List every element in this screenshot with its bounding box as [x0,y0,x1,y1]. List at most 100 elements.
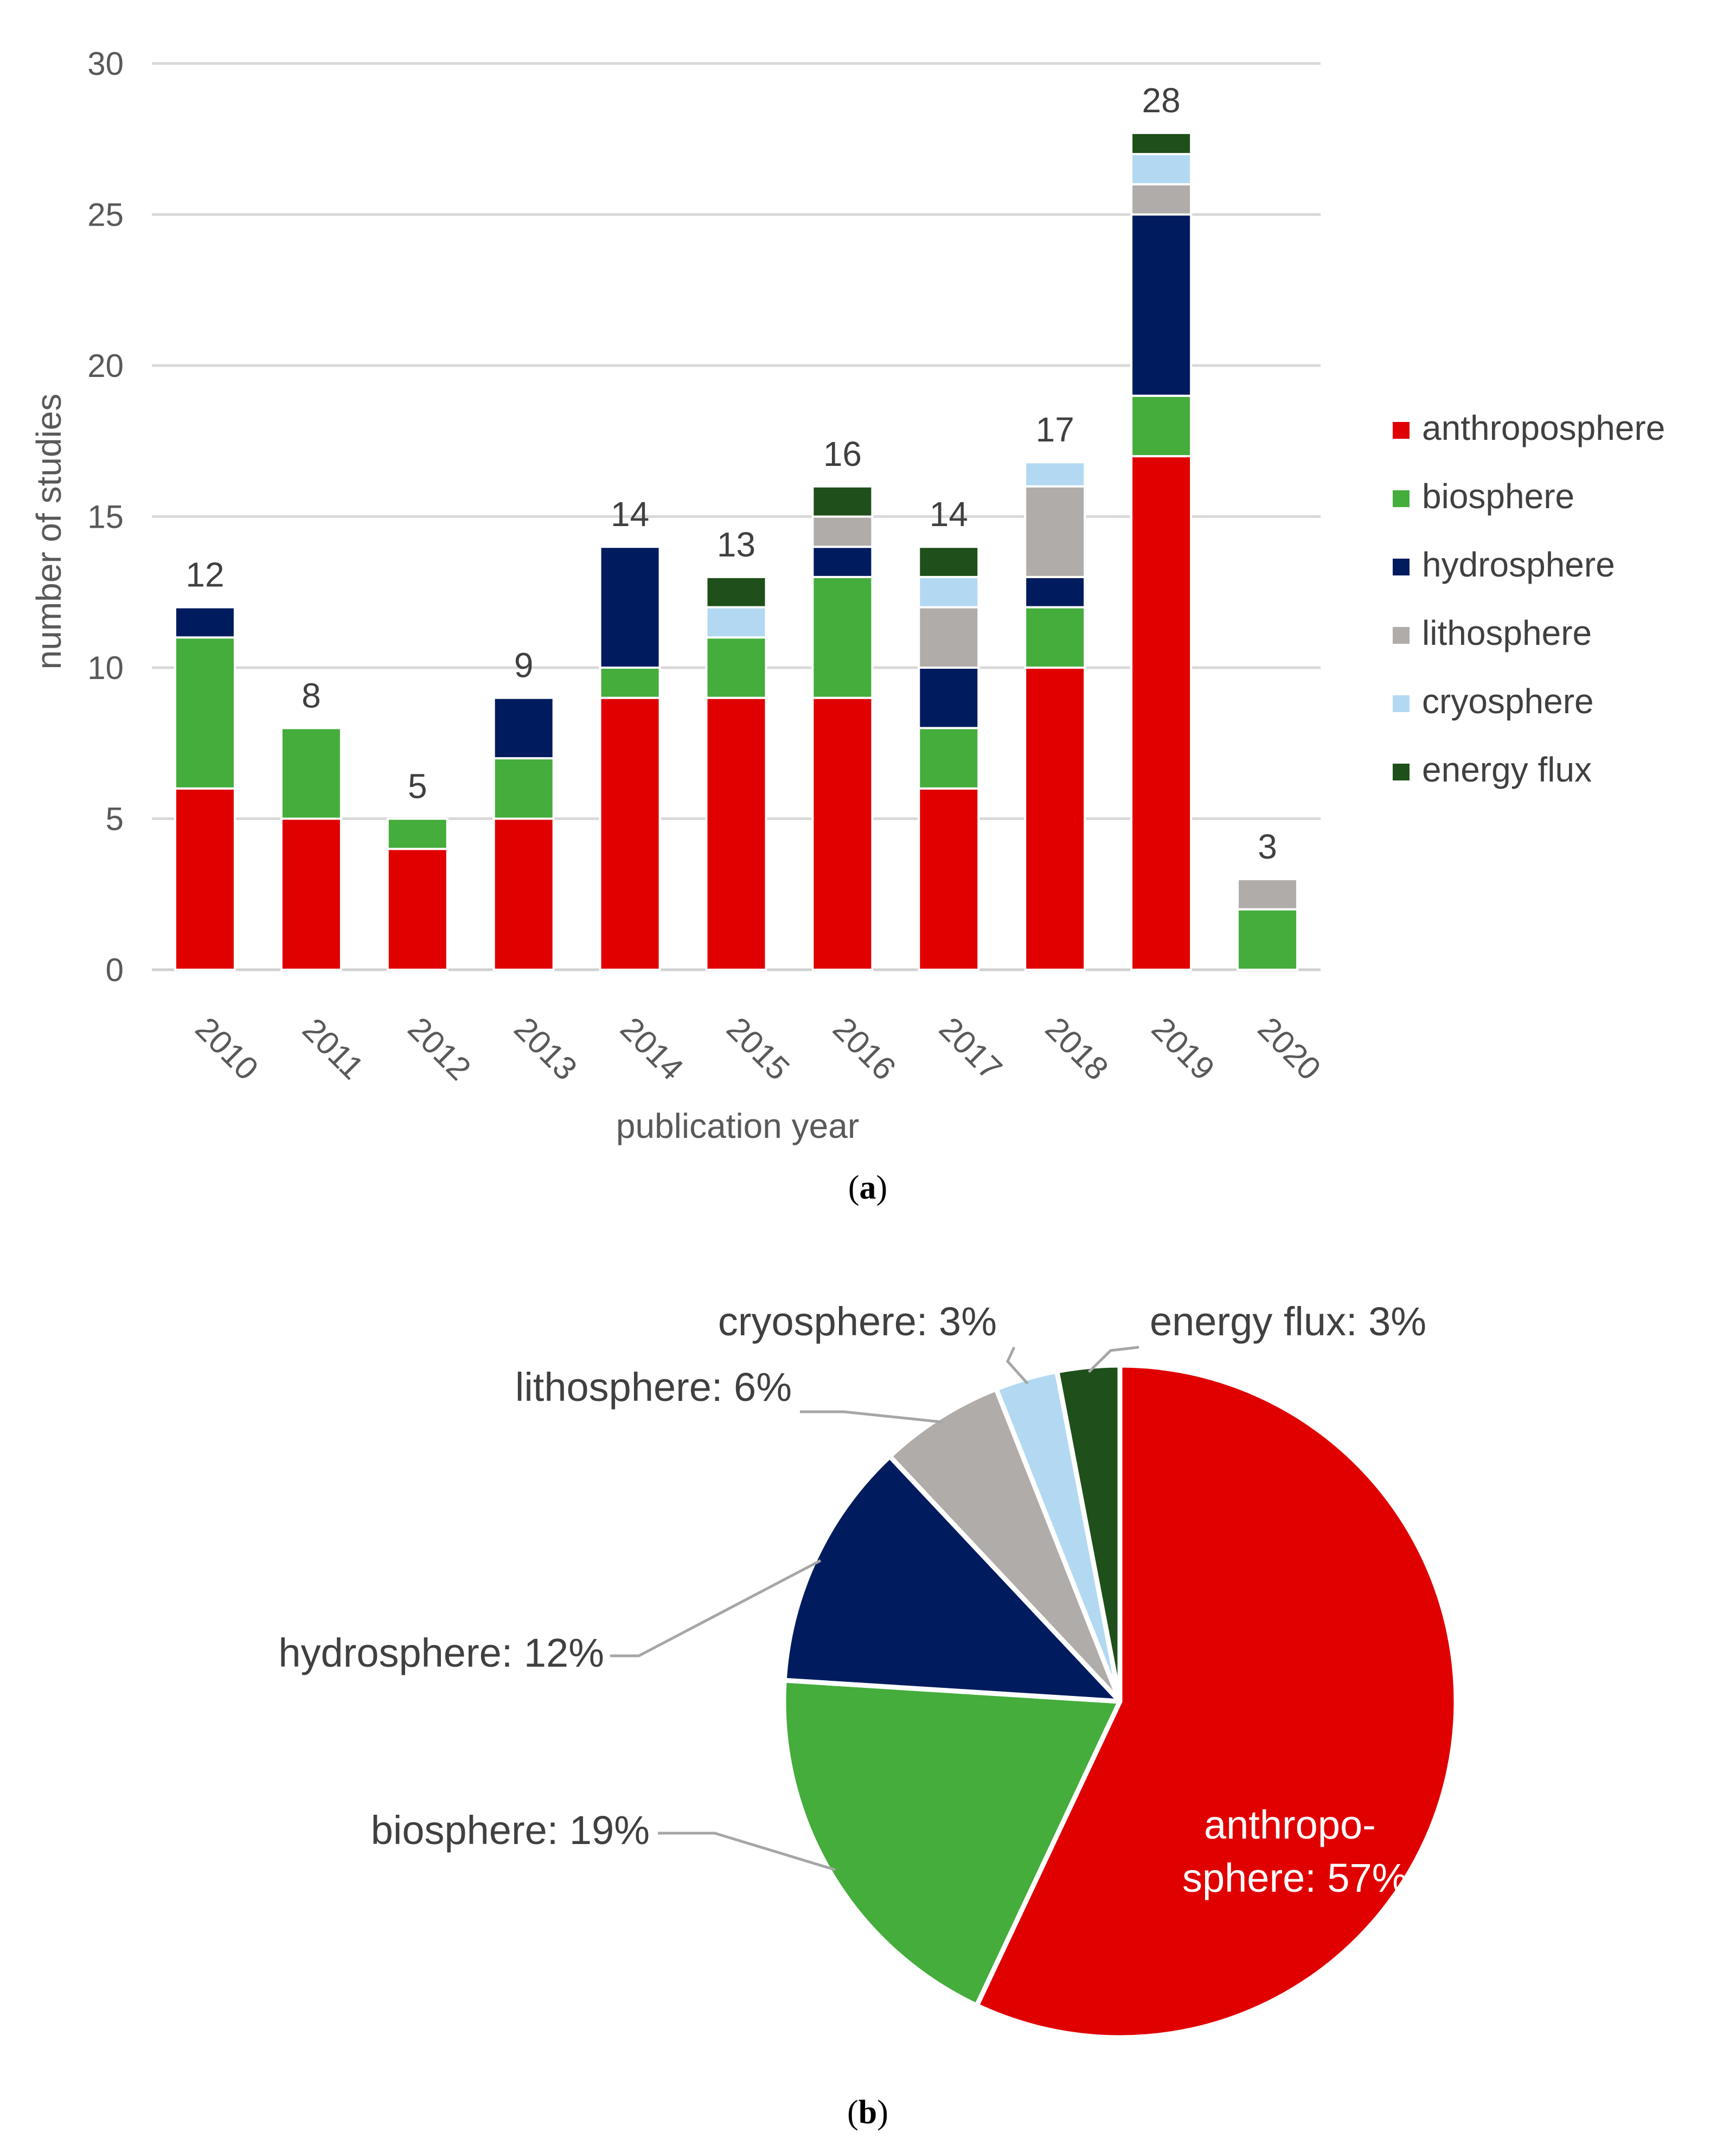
legend-swatch-cryosphere [1393,695,1410,712]
x-tick-label-2011: 2011 [296,1011,371,1086]
leader-line-lithosphere [800,1410,943,1424]
panel-a-caption: (a) [848,1169,887,1206]
bar-segment-2018-anthroposphere [1024,667,1086,971]
x-tick-label-2018: 2018 [1039,1010,1116,1087]
bar-segment-2015-cryosphere [705,606,767,639]
legend-swatch-hydrosphere [1393,559,1410,575]
leader-line-energy-flux [1087,1346,1139,1373]
bar-chart-legend: anthroposphere biosphere hydrosphere lithos… [1393,408,1665,789]
bar-segment-2012-biosphere [386,817,449,850]
bar-segment-2010-hydrosphere [174,606,236,639]
bar-stack-2010 [174,606,236,971]
bar-segment-2014-hydrosphere [599,546,661,669]
leader-line-biosphere [658,1832,836,1871]
panel-a-caption-text-part-1: a [860,1169,876,1206]
pie-slice-energy-flux [1054,1362,1123,1704]
bar-segment-2017-energy-flux [918,546,980,578]
panel-a-caption-text: (a) [848,1169,887,1206]
bar-stack-2014 [599,546,661,971]
x-tick-label-2012: 2012 [401,1010,478,1087]
pie-slice-hydrosphere [781,1454,1123,1704]
bar-total-label-2017: 14 [930,495,968,534]
bar-total-label-2018: 17 [1036,410,1074,449]
legend-swatch-energy-flux [1393,764,1410,780]
bar-segment-2019-cryosphere [1130,153,1193,185]
bar-total-label-2015: 13 [717,525,755,564]
bar-segment-2018-cryosphere [1024,461,1086,488]
bar-segment-2018-hydrosphere [1024,575,1086,609]
bar-chart-x-ticks: 2010 2011 2012 2013 2014 2015 2016 2017 2018 2019… [189,1010,1328,1087]
leader-line-cryosphere [1006,1346,1029,1385]
bar-stack-2012 [386,817,449,971]
bar-segment-2017-anthroposphere [918,787,980,971]
legend-label-hydrosphere: hydrosphere [1422,545,1615,584]
bar-segment-2019-lithosphere [1130,183,1193,216]
x-tick-label-2019: 2019 [1145,1010,1222,1087]
bar-stack-2011 [280,727,342,971]
x-tick-label-2016: 2016 [826,1010,903,1087]
y-tick-label-0: 0 [106,952,124,988]
y-tick-label-15: 15 [87,499,124,535]
pie-label-line-0: anthropo- [1204,1802,1376,1847]
pie-label-biosphere: biosphere: 19% [371,1808,650,1853]
legend-swatch-anthroposphere [1393,422,1410,439]
bar-segment-2013-anthroposphere [492,817,555,971]
bar-segment-2017-lithosphere [918,606,980,669]
bar-segment-2017-biosphere [918,727,980,790]
legend-label-anthroposphere: anthroposphere [1422,408,1665,447]
pie-slice-anthroposphere [974,1362,1459,2040]
x-tick-label-2015: 2015 [720,1010,797,1087]
panel-b-caption-text-part-2: ) [877,2094,888,2131]
x-tick-label-2020: 2020 [1251,1010,1328,1087]
bar-chart-y-axis-label: number of studies [29,394,68,670]
bar-total-label-2020: 3 [1258,827,1277,866]
bar-segment-2018-biosphere [1024,606,1086,669]
bar-segment-2014-anthroposphere [599,696,661,971]
bar-segment-2012-anthroposphere [386,848,449,971]
bar-segment-2011-anthroposphere [280,817,342,971]
panel-a-caption-text-part-2: ) [876,1169,888,1206]
bar-chart-total-labels: 12 8 5 9 14 13 16 14 17 28 3 [185,81,1277,866]
y-tick-label-30: 30 [87,46,124,82]
bar-segment-2016-energy-flux [811,485,874,518]
bar-segment-2015-anthroposphere [705,696,767,971]
panel-a-caption-text-part-0: ( [848,1169,860,1206]
bar-total-label-2014: 14 [611,495,649,534]
y-tick-label-5: 5 [106,801,124,837]
bar-segment-2016-hydrosphere [811,546,874,578]
pie-label-cryosphere: cryosphere: 3% [718,1299,997,1344]
bar-stack-2016 [811,485,874,971]
pie-label-hydrosphere: hydrosphere: 12% [278,1630,604,1675]
panel-b-caption-text-part-1: b [859,2094,877,2131]
x-tick-label-2014: 2014 [613,1010,690,1087]
pie-chart-slices [781,1362,1459,2040]
bar-segment-2019-biosphere [1130,394,1193,458]
bar-segment-2016-anthroposphere [811,696,874,971]
bar-segment-2019-energy-flux [1130,132,1193,156]
pie-label-energy-flux: energy flux: 3% [1150,1299,1426,1344]
legend-label-lithosphere: lithosphere [1422,613,1592,652]
panel-b-caption: (b) [847,2094,888,2131]
panel-b-caption-text: (b) [847,2094,888,2131]
bar-stack-2013 [492,696,555,971]
pie-slice-lithosphere [887,1386,1123,1704]
pie-label-line-1: sphere: 57% [1182,1855,1408,1900]
bar-total-label-2010: 12 [185,555,224,594]
bar-segment-2020-lithosphere [1237,878,1299,911]
legend-swatch-lithosphere [1393,627,1410,644]
pie-chart-panel: anthropo-sphere: 57% biosphere: 19% hydros… [278,1299,1459,2131]
bar-stack-2015 [705,575,767,971]
bar-chart-x-axis-label: publication year [616,1106,859,1145]
bar-segment-2019-hydrosphere [1130,213,1193,397]
bar-segment-2013-biosphere [492,757,555,820]
bar-segment-2018-lithosphere [1024,485,1086,578]
bar-stack-2020 [1237,878,1299,971]
bar-segment-2010-anthroposphere [174,787,236,971]
bar-segment-2011-biosphere [280,727,342,820]
bar-stack-2017 [918,546,980,971]
legend-swatch-biosphere [1393,490,1410,507]
bar-segment-2019-anthroposphere [1130,455,1193,971]
bar-segment-2017-hydrosphere [918,667,980,729]
